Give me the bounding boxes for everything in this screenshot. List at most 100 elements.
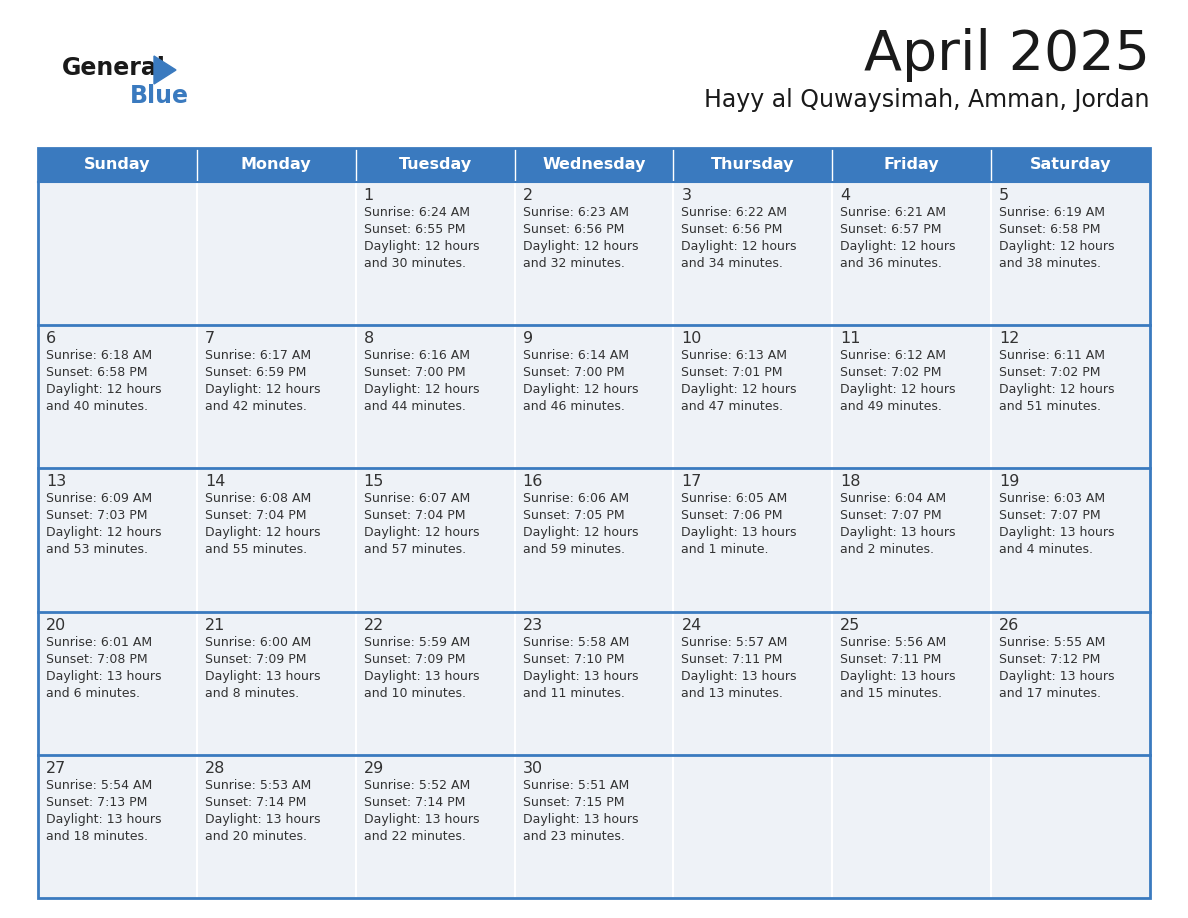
Text: Daylight: 13 hours: Daylight: 13 hours bbox=[364, 812, 479, 826]
Bar bbox=[514, 182, 674, 325]
Bar bbox=[197, 468, 355, 611]
Text: Sunrise: 5:58 AM: Sunrise: 5:58 AM bbox=[523, 635, 628, 649]
Text: 7: 7 bbox=[204, 331, 215, 346]
Text: Daylight: 12 hours: Daylight: 12 hours bbox=[364, 240, 479, 253]
Text: 26: 26 bbox=[999, 618, 1019, 633]
Text: Sunset: 7:04 PM: Sunset: 7:04 PM bbox=[204, 509, 307, 522]
Text: April 2025: April 2025 bbox=[864, 28, 1150, 82]
Text: Sunday: Sunday bbox=[84, 158, 151, 173]
Text: 17: 17 bbox=[682, 475, 702, 489]
Text: Sunset: 6:56 PM: Sunset: 6:56 PM bbox=[523, 223, 624, 236]
Text: and 55 minutes.: and 55 minutes. bbox=[204, 543, 307, 556]
Text: and 47 minutes.: and 47 minutes. bbox=[682, 400, 783, 413]
Text: Sunrise: 6:09 AM: Sunrise: 6:09 AM bbox=[46, 492, 152, 506]
Bar bbox=[991, 611, 1150, 755]
Bar bbox=[514, 755, 674, 898]
Text: Daylight: 13 hours: Daylight: 13 hours bbox=[364, 669, 479, 683]
Text: 5: 5 bbox=[999, 188, 1010, 203]
Text: Sunrise: 5:55 AM: Sunrise: 5:55 AM bbox=[999, 635, 1106, 649]
Text: and 20 minutes.: and 20 minutes. bbox=[204, 830, 307, 843]
Text: 23: 23 bbox=[523, 618, 543, 633]
Text: Sunset: 7:04 PM: Sunset: 7:04 PM bbox=[364, 509, 466, 522]
Bar bbox=[833, 148, 991, 182]
Text: Sunrise: 5:51 AM: Sunrise: 5:51 AM bbox=[523, 778, 628, 792]
Text: Daylight: 12 hours: Daylight: 12 hours bbox=[999, 240, 1114, 253]
Text: Daylight: 12 hours: Daylight: 12 hours bbox=[204, 526, 321, 540]
Text: Daylight: 13 hours: Daylight: 13 hours bbox=[46, 669, 162, 683]
Bar bbox=[38, 468, 197, 611]
Text: and 51 minutes.: and 51 minutes. bbox=[999, 400, 1101, 413]
Text: 20: 20 bbox=[46, 618, 67, 633]
Text: and 10 minutes.: and 10 minutes. bbox=[364, 687, 466, 700]
Text: 2: 2 bbox=[523, 188, 532, 203]
Bar bbox=[674, 325, 833, 468]
Text: Sunrise: 6:04 AM: Sunrise: 6:04 AM bbox=[840, 492, 947, 506]
Text: Sunset: 7:01 PM: Sunset: 7:01 PM bbox=[682, 366, 783, 379]
Text: and 44 minutes.: and 44 minutes. bbox=[364, 400, 466, 413]
Bar bbox=[674, 182, 833, 325]
Bar bbox=[833, 755, 991, 898]
Bar bbox=[197, 325, 355, 468]
Text: Daylight: 13 hours: Daylight: 13 hours bbox=[682, 669, 797, 683]
Text: Sunset: 7:12 PM: Sunset: 7:12 PM bbox=[999, 653, 1100, 666]
Text: Daylight: 12 hours: Daylight: 12 hours bbox=[523, 240, 638, 253]
Text: Sunrise: 5:54 AM: Sunrise: 5:54 AM bbox=[46, 778, 152, 792]
Text: Monday: Monday bbox=[241, 158, 311, 173]
Bar bbox=[38, 148, 197, 182]
Text: Sunset: 6:55 PM: Sunset: 6:55 PM bbox=[364, 223, 466, 236]
Text: Daylight: 12 hours: Daylight: 12 hours bbox=[46, 383, 162, 397]
Text: Sunrise: 6:24 AM: Sunrise: 6:24 AM bbox=[364, 206, 469, 219]
Text: Sunset: 7:11 PM: Sunset: 7:11 PM bbox=[682, 653, 783, 666]
Text: and 23 minutes.: and 23 minutes. bbox=[523, 830, 625, 843]
Bar bbox=[197, 611, 355, 755]
Text: Sunrise: 6:13 AM: Sunrise: 6:13 AM bbox=[682, 349, 788, 363]
Text: Hayy al Quwaysimah, Amman, Jordan: Hayy al Quwaysimah, Amman, Jordan bbox=[704, 88, 1150, 112]
Text: 24: 24 bbox=[682, 618, 702, 633]
Bar bbox=[38, 182, 197, 325]
Bar bbox=[355, 148, 514, 182]
Bar bbox=[197, 148, 355, 182]
Text: Sunset: 7:00 PM: Sunset: 7:00 PM bbox=[364, 366, 466, 379]
Text: Sunset: 7:05 PM: Sunset: 7:05 PM bbox=[523, 509, 624, 522]
Text: Sunset: 6:58 PM: Sunset: 6:58 PM bbox=[46, 366, 147, 379]
Text: 11: 11 bbox=[840, 331, 861, 346]
Text: Sunrise: 5:57 AM: Sunrise: 5:57 AM bbox=[682, 635, 788, 649]
Text: 15: 15 bbox=[364, 475, 384, 489]
Bar bbox=[833, 182, 991, 325]
Text: 9: 9 bbox=[523, 331, 532, 346]
Text: 4: 4 bbox=[840, 188, 851, 203]
Bar bbox=[674, 148, 833, 182]
Text: Sunrise: 6:19 AM: Sunrise: 6:19 AM bbox=[999, 206, 1105, 219]
Bar bbox=[355, 755, 514, 898]
Text: and 34 minutes.: and 34 minutes. bbox=[682, 257, 783, 270]
Text: Daylight: 12 hours: Daylight: 12 hours bbox=[523, 526, 638, 540]
Text: Sunset: 7:03 PM: Sunset: 7:03 PM bbox=[46, 509, 147, 522]
Text: and 49 minutes.: and 49 minutes. bbox=[840, 400, 942, 413]
Text: 6: 6 bbox=[46, 331, 56, 346]
Text: 16: 16 bbox=[523, 475, 543, 489]
Text: Daylight: 13 hours: Daylight: 13 hours bbox=[840, 669, 956, 683]
Text: Sunrise: 6:05 AM: Sunrise: 6:05 AM bbox=[682, 492, 788, 506]
Text: Daylight: 13 hours: Daylight: 13 hours bbox=[999, 669, 1114, 683]
Text: Daylight: 12 hours: Daylight: 12 hours bbox=[364, 526, 479, 540]
Bar bbox=[514, 468, 674, 611]
Text: Daylight: 13 hours: Daylight: 13 hours bbox=[999, 526, 1114, 540]
Text: 1: 1 bbox=[364, 188, 374, 203]
Bar bbox=[38, 755, 197, 898]
Bar bbox=[674, 611, 833, 755]
Text: Daylight: 12 hours: Daylight: 12 hours bbox=[682, 240, 797, 253]
Text: Daylight: 12 hours: Daylight: 12 hours bbox=[523, 383, 638, 397]
Bar bbox=[514, 611, 674, 755]
Text: Sunrise: 5:53 AM: Sunrise: 5:53 AM bbox=[204, 778, 311, 792]
Text: Sunset: 7:14 PM: Sunset: 7:14 PM bbox=[364, 796, 465, 809]
Text: Daylight: 12 hours: Daylight: 12 hours bbox=[682, 383, 797, 397]
Text: Thursday: Thursday bbox=[712, 158, 795, 173]
Text: and 15 minutes.: and 15 minutes. bbox=[840, 687, 942, 700]
Text: Sunset: 7:15 PM: Sunset: 7:15 PM bbox=[523, 796, 624, 809]
Text: Sunset: 7:09 PM: Sunset: 7:09 PM bbox=[364, 653, 466, 666]
Text: 10: 10 bbox=[682, 331, 702, 346]
Text: Sunset: 7:02 PM: Sunset: 7:02 PM bbox=[840, 366, 942, 379]
Text: Daylight: 12 hours: Daylight: 12 hours bbox=[204, 383, 321, 397]
Bar bbox=[355, 468, 514, 611]
Text: Daylight: 12 hours: Daylight: 12 hours bbox=[46, 526, 162, 540]
